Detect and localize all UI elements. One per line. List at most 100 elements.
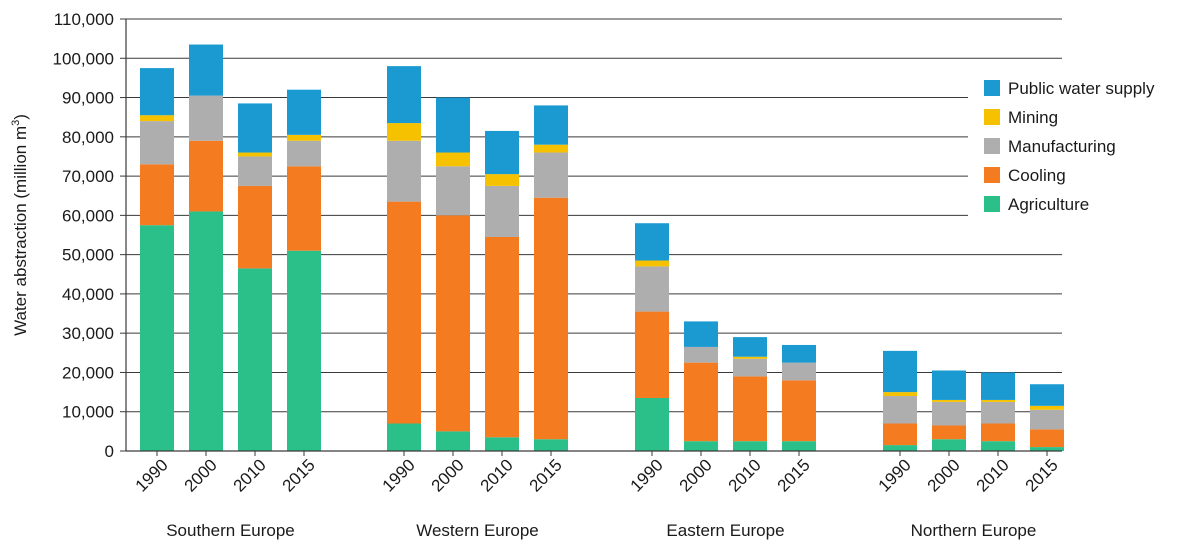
bar-segment-cooling	[140, 164, 174, 226]
x-tick-label: 2015	[774, 455, 814, 495]
bar-segment-mining	[733, 356, 767, 359]
group-label: Eastern Europe	[666, 521, 784, 540]
legend-swatch	[984, 138, 1000, 154]
legend-label: Agriculture	[1008, 195, 1089, 214]
bar-segment-agriculture	[1030, 447, 1064, 451]
x-tick-label: 2015	[1022, 455, 1062, 495]
y-tick-label: 0	[105, 442, 114, 461]
y-tick-label: 30,000	[62, 324, 114, 343]
bar-segment-public-water-supply	[1030, 384, 1064, 406]
bar-segment-mining	[883, 392, 917, 397]
bar-segment-cooling	[485, 236, 519, 438]
legend-swatch	[984, 109, 1000, 125]
y-tick-label: 60,000	[62, 206, 114, 225]
bar-segment-public-water-supply	[684, 321, 718, 347]
y-axis-title: Water abstraction (million m3)	[10, 114, 30, 336]
bar-segment-manufacturing	[189, 95, 223, 141]
legend-swatch	[984, 196, 1000, 212]
bar-segment-manufacturing	[635, 266, 669, 312]
x-tick-label: 2015	[526, 455, 566, 495]
bar-segment-manufacturing	[287, 140, 321, 167]
bar-segment-cooling	[883, 423, 917, 446]
bar-segment-manufacturing	[485, 185, 519, 237]
bar-segment-manufacturing	[1030, 409, 1064, 430]
bar-segment-mining	[287, 134, 321, 141]
axes	[125, 19, 1062, 456]
legend-label: Manufacturing	[1008, 137, 1116, 156]
bar-segment-public-water-supply	[981, 372, 1015, 400]
y-tick-label: 100,000	[53, 49, 114, 68]
bar-segment-agriculture	[932, 439, 966, 451]
y-tick-label: 110,000	[54, 10, 114, 29]
bar-segment-mining	[534, 144, 568, 153]
x-tick-labels: 1990 2000 2010 2015 1990 2000 2010 2015 1990 2000…	[132, 455, 1062, 495]
y-tick-label: 50,000	[62, 246, 114, 265]
y-tick-label: 70,000	[62, 167, 114, 186]
bar-segment-cooling	[238, 185, 272, 269]
bar-segment-manufacturing	[981, 401, 1015, 424]
bar-segment-manufacturing	[238, 156, 272, 186]
bars	[140, 44, 1064, 451]
x-tick-label: 2000	[428, 455, 468, 495]
bar-segment-public-water-supply	[140, 68, 174, 116]
bar-segment-agriculture	[140, 225, 174, 451]
x-tick-label: 2010	[725, 455, 765, 495]
legend: Public water supply Mining Manufacturing Co…	[968, 68, 1192, 224]
bar-segment-cooling	[684, 362, 718, 442]
bar-segment-public-water-supply	[287, 89, 321, 135]
legend-label: Public water supply	[1008, 79, 1155, 98]
bar-segment-mining	[932, 399, 966, 402]
legend-swatch	[984, 167, 1000, 183]
legend-label: Mining	[1008, 108, 1058, 127]
gridlines	[120, 18, 1062, 452]
bar-segment-public-water-supply	[485, 130, 519, 175]
group-labels: Southern Europe Western Europe Eastern Eur…	[166, 521, 1036, 540]
bar-segment-agriculture	[238, 268, 272, 451]
bar-segment-agriculture	[436, 431, 470, 451]
bar-segment-mining	[1030, 405, 1064, 410]
x-tick-label: 2000	[181, 455, 221, 495]
bar-segment-manufacturing	[387, 140, 421, 202]
bar-segment-manufacturing	[782, 362, 816, 381]
x-tick-label: 1990	[627, 455, 667, 495]
bar-segment-public-water-supply	[733, 337, 767, 357]
bar-segment-mining	[387, 123, 421, 141]
bar-segment-mining	[436, 152, 470, 167]
bar-segment-cooling	[635, 311, 669, 398]
bar-segment-manufacturing	[534, 152, 568, 198]
bar-segment-mining	[635, 260, 669, 267]
bar-segment-manufacturing	[684, 346, 718, 363]
bar-segment-agriculture	[782, 441, 816, 451]
bar-segment-agriculture	[534, 439, 568, 451]
bar-segment-cooling	[387, 201, 421, 424]
x-tick-label: 2010	[477, 455, 517, 495]
bar-segment-agriculture	[387, 423, 421, 451]
bar-segment-cooling	[932, 425, 966, 440]
bar-segment-cooling	[782, 380, 816, 442]
group-label: Western Europe	[416, 521, 539, 540]
bar-segment-manufacturing	[436, 166, 470, 216]
bar-segment-public-water-supply	[189, 44, 223, 96]
bar-segment-agriculture	[189, 211, 223, 451]
x-tick-label: 1990	[379, 455, 419, 495]
bar-segment-mining	[238, 152, 272, 157]
bar-segment-public-water-supply	[387, 66, 421, 124]
bar-segment-cooling	[189, 140, 223, 212]
y-tick-label: 20,000	[62, 363, 114, 382]
bar-segment-cooling	[534, 197, 568, 440]
bar-segment-agriculture	[733, 441, 767, 451]
bar-segment-agriculture	[981, 441, 1015, 451]
x-tick-label: 2000	[924, 455, 964, 495]
bar-segment-manufacturing	[140, 121, 174, 165]
y-tick-label: 40,000	[62, 285, 114, 304]
y-tick-labels: 0 10,000 20,000 30,000 40,000 50,000 60,000 70,…	[53, 10, 114, 461]
bar-segment-cooling	[436, 215, 470, 432]
group-label: Southern Europe	[166, 521, 295, 540]
bar-segment-mining	[140, 115, 174, 122]
x-tick-label: 2010	[230, 455, 270, 495]
bar-segment-cooling	[1030, 429, 1064, 448]
bar-segment-public-water-supply	[238, 103, 272, 153]
bar-segment-manufacturing	[733, 358, 767, 377]
bar-segment-agriculture	[684, 441, 718, 451]
